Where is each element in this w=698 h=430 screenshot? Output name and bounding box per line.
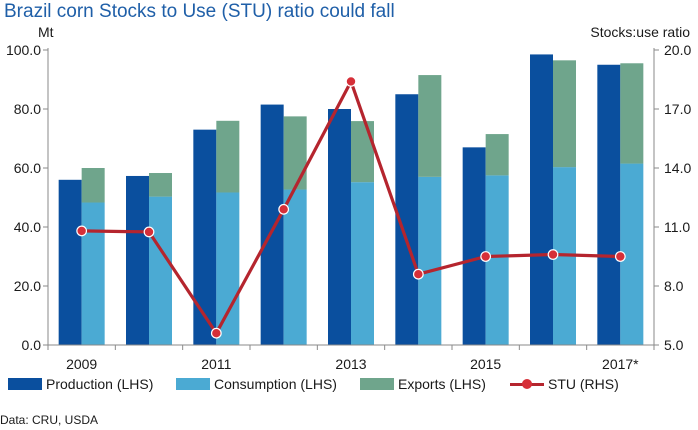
- right-axis-tick-label: 20.0: [664, 42, 691, 58]
- stu-point: [210, 327, 222, 339]
- production-bar: [395, 94, 419, 345]
- chart-title: Brazil corn Stocks to Use (STU) ratio co…: [4, 1, 395, 22]
- left-axis-tick-label: 20.0: [14, 278, 41, 294]
- exports-bar: [351, 121, 374, 183]
- right-axis-tick-label: 11.0: [664, 219, 690, 235]
- exports-bar: [81, 168, 105, 203]
- legend-label-production: Production (LHS): [46, 376, 154, 392]
- axis-layer: [43, 48, 659, 350]
- stu-point: [278, 203, 290, 215]
- exports-bar: [283, 116, 307, 190]
- x-axis-tick-label: 2017*: [602, 356, 639, 370]
- exports-bar: [216, 120, 240, 193]
- exports-bar: [620, 63, 644, 164]
- stu-point: [76, 225, 88, 237]
- right-axis-tick-label: 14.0: [664, 160, 691, 176]
- legend-item-consumption: Consumption (LHS): [176, 376, 337, 392]
- legend-label-exports: Exports (LHS): [398, 376, 486, 392]
- consumption-bar: [81, 202, 105, 345]
- consumption-bar: [418, 176, 442, 345]
- consumption-bar: [283, 189, 307, 345]
- left-axis-tick-label: 60.0: [14, 160, 41, 176]
- legend-item-production: Production (LHS): [8, 376, 153, 392]
- legend-swatch-stu: [510, 378, 544, 390]
- exports-bar: [485, 134, 509, 176]
- legend-item-exports: Exports (LHS): [360, 376, 486, 392]
- left-axis-tick-label: 0.0: [22, 337, 42, 353]
- x-axis-tick-label: 2011: [201, 356, 231, 370]
- consumption-bar: [485, 175, 509, 345]
- source-note: Data: CRU, USDA: [0, 413, 99, 427]
- production-bar: [530, 54, 553, 346]
- production-bar: [126, 175, 149, 345]
- bar-layer: [58, 54, 644, 346]
- legend-item-stu: STU (RHS): [510, 376, 619, 392]
- consumption-bar: [149, 196, 172, 345]
- left-axis-tick-label: 40.0: [14, 219, 41, 235]
- left-axis-tick-label: 100.0: [6, 42, 41, 58]
- exports-bar: [553, 60, 576, 168]
- consumption-bar: [620, 163, 644, 345]
- legend-swatch-production: [8, 378, 42, 390]
- production-bar: [597, 64, 621, 345]
- x-axis-tick-label: 2009: [66, 356, 97, 370]
- right-axis-tick-label: 17.0: [664, 101, 691, 117]
- exports-bar: [418, 75, 442, 177]
- left-axis-tick-label: 80.0: [14, 101, 41, 117]
- right-axis-tick-label: 5.0: [664, 337, 684, 353]
- legend-label-stu: STU (RHS): [548, 376, 619, 392]
- right-axis-unit: Stocks:use ratio: [590, 24, 690, 40]
- consumption-bar: [216, 192, 240, 345]
- x-axis-tick-label: 2015: [470, 356, 501, 370]
- legend-swatch-consumption: [176, 378, 210, 390]
- production-bar: [58, 179, 82, 345]
- stu-point: [143, 226, 155, 238]
- stu-point: [345, 76, 357, 87]
- stu-point: [614, 251, 626, 262]
- stu-point: [547, 249, 559, 260]
- right-axis-tick-label: 8.0: [664, 278, 684, 294]
- production-bar: [260, 104, 284, 345]
- stu-line-layer: [76, 76, 626, 339]
- legend-label-consumption: Consumption (LHS): [214, 376, 337, 392]
- tick-label-layer: 0.0 20.0 40.0 60.0 80.0 100.0 5.0 8.0 11.0 14.0 17…: [6, 42, 692, 370]
- stu-point: [412, 268, 424, 280]
- stu-point: [480, 251, 492, 262]
- production-bar: [462, 147, 486, 345]
- left-axis-unit: Mt: [38, 24, 54, 40]
- production-bar: [328, 109, 351, 345]
- exports-bar: [149, 173, 172, 197]
- brazil-corn-chart: 0.0 20.0 40.0 60.0 80.0 100.0 5.0 8.0 11.0 14.0 17…: [6, 42, 692, 370]
- production-bar: [193, 129, 217, 345]
- x-axis-tick-label: 2013: [335, 356, 366, 370]
- consumption-bar: [351, 182, 374, 345]
- legend-swatch-exports: [360, 378, 394, 390]
